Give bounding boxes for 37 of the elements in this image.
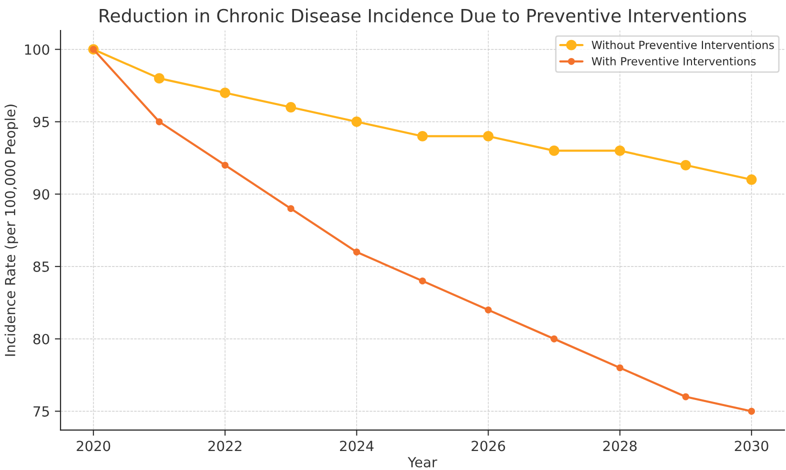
point [548, 145, 560, 156]
point [614, 145, 626, 156]
point [484, 306, 492, 314]
y-tick-label: 95 [33, 116, 49, 128]
x-tick-label: 2022 [208, 440, 242, 452]
point [287, 205, 294, 212]
point [682, 393, 690, 400]
point [419, 277, 426, 284]
point [616, 364, 624, 372]
x-tick-label: 2030 [734, 440, 768, 452]
x-tick-label: 2028 [603, 440, 637, 452]
point [156, 118, 163, 126]
y-tick-label: 90 [33, 189, 50, 200]
point [222, 162, 229, 169]
point [353, 248, 360, 256]
point [680, 160, 691, 170]
point [417, 131, 428, 142]
chart-title: Reduction in Chronic Disease Incidence Due to Preventive Interventions [100, 8, 746, 22]
y-tick-label: 75 [34, 406, 49, 417]
legend-label: With Preventive Interventions [592, 56, 756, 66]
y-tick-label: 80 [33, 334, 50, 344]
legend-label: Without Preventive Interventions [592, 40, 774, 50]
y-axis-title: Incidence Rate (per 100,000 People) [4, 104, 18, 356]
point [748, 408, 755, 415]
point [286, 102, 296, 112]
x-tick-label: 2020 [76, 440, 110, 452]
x-tick-label: 2024 [340, 440, 374, 452]
x-axis-title: Year [408, 457, 438, 468]
y-tick-label: 85 [33, 261, 49, 272]
point [550, 335, 558, 342]
point [746, 174, 757, 185]
x-tick-label: 2026 [472, 440, 506, 452]
y-tick-label: 100 [25, 44, 50, 55]
point [483, 131, 494, 142]
point [154, 73, 164, 84]
point [220, 88, 230, 98]
point [351, 116, 362, 127]
